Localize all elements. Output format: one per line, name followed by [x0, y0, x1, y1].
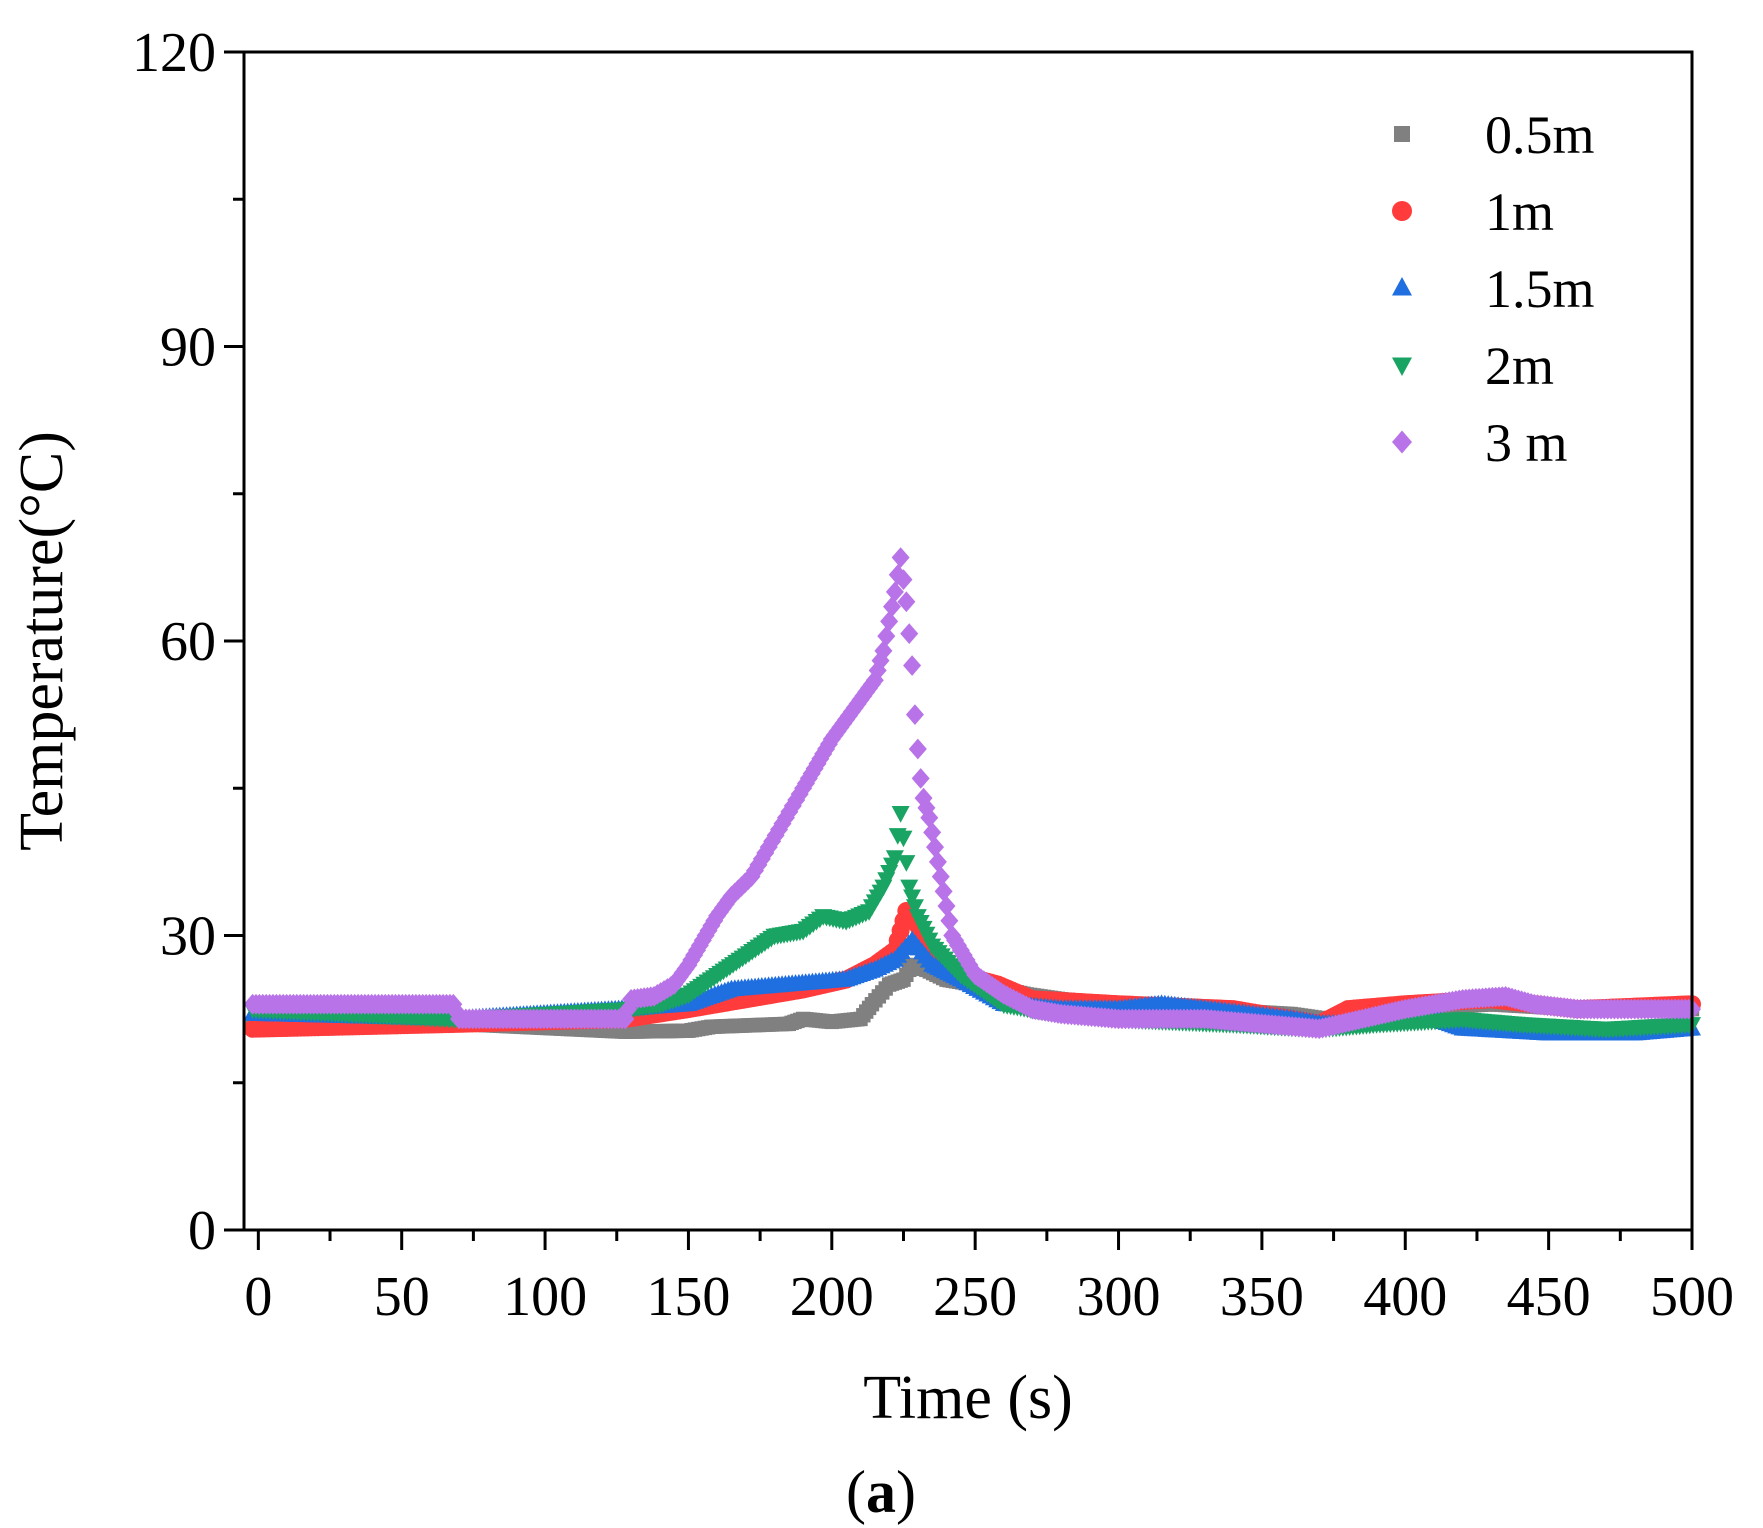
y-tick-label: 120	[132, 22, 216, 84]
y-tick-label: 0	[188, 1200, 216, 1262]
data-point	[883, 596, 902, 617]
x-tick-label: 450	[1507, 1266, 1591, 1328]
axis-ticks	[224, 50, 1694, 1250]
data-point	[874, 640, 893, 662]
data-point	[885, 581, 904, 603]
data-point	[928, 851, 947, 873]
legend-marker	[1392, 277, 1412, 296]
data-point	[923, 822, 942, 843]
data-point	[908, 738, 927, 760]
caption-open: (	[846, 1459, 866, 1525]
data-point	[894, 569, 913, 590]
x-axis-title: Time (s)	[863, 1364, 1073, 1432]
x-tick-label: 100	[503, 1266, 587, 1328]
legend-marker	[1392, 430, 1412, 454]
data-point	[880, 611, 899, 632]
data-point	[871, 650, 890, 671]
x-tick-label: 250	[933, 1266, 1017, 1328]
x-tick-label: 300	[1077, 1266, 1161, 1328]
x-tick-label: 50	[374, 1266, 430, 1328]
y-axis-title: Temperature(°C)	[8, 431, 76, 851]
caption-close: )	[896, 1459, 916, 1525]
data-point	[868, 660, 887, 681]
y-tick-label: 30	[160, 906, 216, 968]
data-point	[903, 655, 922, 676]
data-point	[897, 591, 916, 613]
data-series	[243, 547, 1701, 1041]
x-tick-labels: 0 50 100 150 200 250 300 350 400 450 500	[244, 1266, 1734, 1328]
x-tick-label: 350	[1220, 1266, 1304, 1328]
legend: 0.5m 1m 1.5m 2m 3 m	[1392, 105, 1595, 473]
data-point	[903, 889, 922, 907]
x-tick-label: 500	[1650, 1266, 1734, 1328]
data-point	[911, 768, 930, 789]
legend-marker	[1394, 126, 1410, 142]
data-point	[914, 787, 933, 809]
data-point	[900, 879, 919, 897]
x-tick-label: 0	[244, 1266, 272, 1328]
data-point	[894, 830, 913, 848]
data-point	[940, 910, 959, 932]
figure-caption: (a)	[846, 1459, 916, 1525]
data-point	[934, 880, 953, 902]
data-point	[905, 704, 924, 725]
data-point	[888, 564, 907, 586]
data-point	[897, 855, 916, 872]
legend-label: 1.5m	[1485, 259, 1595, 319]
legend-label: 3 m	[1485, 413, 1568, 473]
y-tick-label: 60	[160, 611, 216, 673]
x-tick-label: 150	[646, 1266, 730, 1328]
data-point	[877, 625, 896, 647]
data-point	[885, 850, 904, 867]
data-point	[931, 866, 950, 887]
data-point	[905, 899, 924, 916]
legend-marker	[1392, 357, 1412, 376]
legend-label: 0.5m	[1485, 105, 1595, 165]
data-point	[891, 547, 910, 568]
data-point	[920, 807, 939, 829]
legend-label: 1m	[1485, 182, 1554, 242]
legend-marker	[1392, 201, 1412, 221]
data-point	[891, 806, 910, 823]
caption-letter: a	[866, 1459, 896, 1525]
legend-label: 2m	[1485, 336, 1554, 396]
data-point	[926, 836, 945, 858]
data-point	[937, 895, 956, 917]
x-tick-label: 200	[790, 1266, 874, 1328]
y-tick-label: 90	[160, 317, 216, 379]
data-point	[900, 623, 919, 644]
y-tick-labels: 0 30 60 90 120	[132, 22, 216, 1262]
series-3m	[243, 547, 1701, 1040]
x-tick-label: 400	[1363, 1266, 1447, 1328]
plot-frame	[242, 50, 1694, 1232]
